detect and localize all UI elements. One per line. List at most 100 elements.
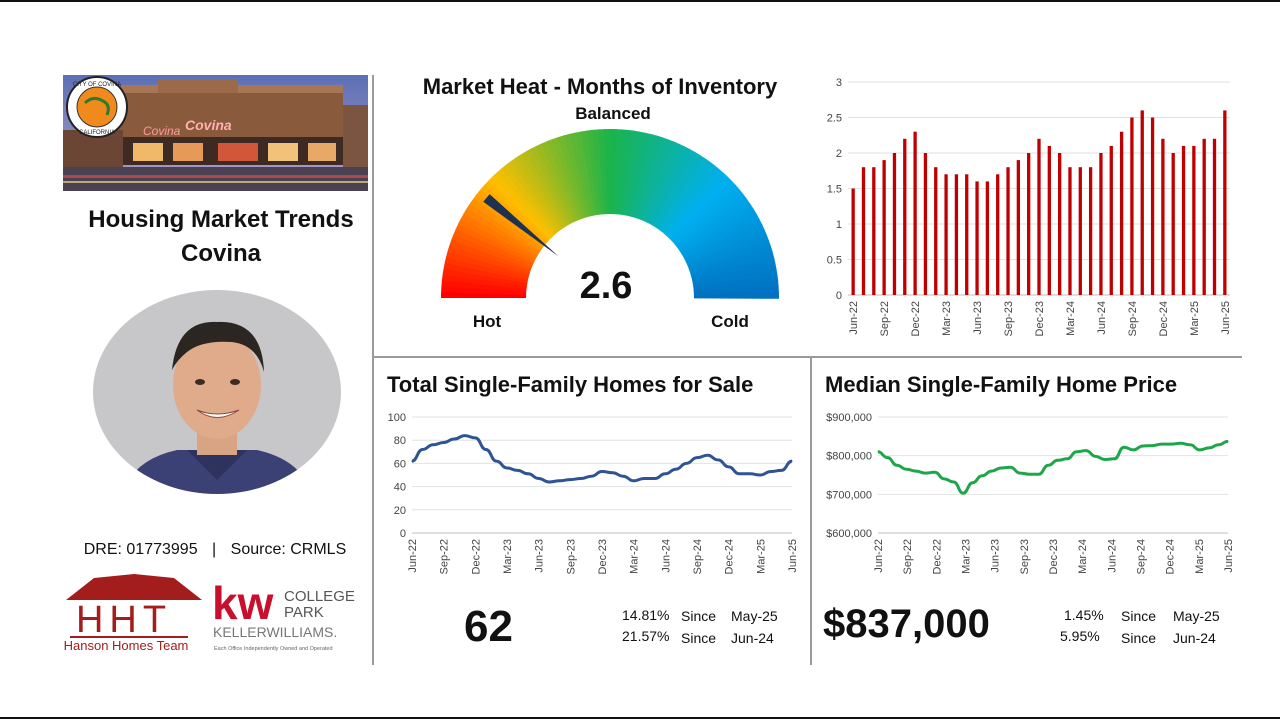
bar [954,174,959,295]
gauge-segment [449,239,532,272]
data-point [780,469,782,471]
bar [1171,153,1175,295]
data-point [953,481,955,483]
data-point [559,480,561,482]
gauge-segment [624,131,646,216]
hht-name: Hanson Homes Team [64,638,188,653]
data-point [633,480,635,482]
data-point [1085,450,1087,452]
data-point [1038,473,1040,475]
x-tick-label: Dec-22 [910,301,922,336]
y-tick-label: 0 [400,528,406,540]
gauge-segment [525,148,571,226]
bar [903,138,907,295]
x-tick-label: Sep-22 [879,301,891,336]
data-point [738,473,740,475]
kw-office-line1: COLLEGE [284,588,355,605]
bar [1109,145,1113,295]
gauge-segment [618,129,635,215]
x-tick-label: Jun-24 [1106,539,1118,573]
keller-williams-logo: kw COLLEGE PARK KELLERWILLIAMS. Each Off… [212,575,362,685]
data-point [517,469,519,471]
credits-separator: | [212,541,217,558]
gauge-segment [492,171,555,238]
y-tick-label: 1 [836,219,842,231]
x-tick-label: Sep-24 [1127,301,1139,336]
data-point [1000,467,1002,469]
x-tick-label: Dec-24 [1158,301,1170,336]
data-point [1047,464,1049,466]
gauge-segment [592,129,605,215]
y-tick-label: 1.5 [827,184,842,196]
gauge-segment [455,223,535,264]
gauge-segment [515,154,566,229]
x-tick-label: Jun-25 [1223,539,1235,573]
price-change-1-period: May-25 [1173,608,1220,624]
gauge-segment [678,198,751,252]
sign-text-1: Covina [143,124,181,138]
data-point [675,468,677,470]
gauge-segment [441,279,527,293]
data-point [934,471,936,473]
data-point [990,470,993,472]
data-point [506,467,508,469]
gauge-segment [612,129,623,215]
data-point [1132,449,1134,451]
gauge-segment [451,233,533,270]
bar [1099,153,1103,295]
bar [1078,167,1082,295]
gauge-segment [693,292,779,299]
data-point [877,451,879,453]
x-tick-label: Sep-22 [902,539,914,574]
data-point [685,462,687,464]
data-point [1142,445,1144,447]
bar [975,181,979,295]
gauge-segment [569,132,593,217]
data-point [896,464,898,466]
bottom-border [0,717,1280,719]
price-change-2-period: Jun-24 [1173,630,1216,646]
gauge-segment [644,143,685,223]
gauge-segment [621,130,641,216]
data-point [1019,472,1021,474]
x-tick-label: Jun-23 [534,539,546,573]
gauge-segment [460,212,538,259]
gauge-segment [679,203,754,254]
gauge-segment [453,228,534,267]
data-point [548,481,550,483]
data-point [717,459,719,461]
gauge-segment [690,251,775,279]
top-border [0,0,1280,2]
series-line [877,439,1229,495]
city-seal: CITY OF COVINA CALIFORNIA [66,76,128,138]
y-tick-label: 40 [394,482,406,494]
inventory-bar-chart: 0 0.5 1 1.5 2 2.5 3 Jun-22 Sep-22 Dec-22 Mar-23 Jun… [827,77,1232,336]
gauge-segment [444,256,529,281]
kw-letters: kw [212,577,274,629]
sign-text-2: Covina [185,117,232,133]
gauge-segment [480,184,548,244]
kw-office-line2: PARK [284,604,324,621]
data-point [601,470,603,473]
gauge-segment [636,137,669,220]
seal-text-top: CITY OF COVINA [73,82,121,88]
x-tick-label: Jun-24 [660,539,672,573]
x-tick-label: Jun-23 [972,301,984,335]
data-point [654,477,656,480]
bar [1212,138,1217,295]
bar [861,167,866,295]
bar [1037,138,1041,295]
x-tick-label: Jun-25 [787,539,799,573]
data-point [422,448,424,451]
y-tick-label: 80 [394,435,406,447]
bar [872,167,876,295]
y-tick-label: 100 [388,412,406,424]
gauge-segment [693,274,779,290]
gauge-segment [442,267,528,287]
x-tick-label: Sep-23 [1019,539,1031,574]
left-panel-divider [372,75,374,665]
price-change-2-pct: 5.95% [1060,628,1100,644]
data-point [905,468,907,470]
gauge-segment [657,157,710,231]
price-change-2-since: Since [1121,630,1157,646]
